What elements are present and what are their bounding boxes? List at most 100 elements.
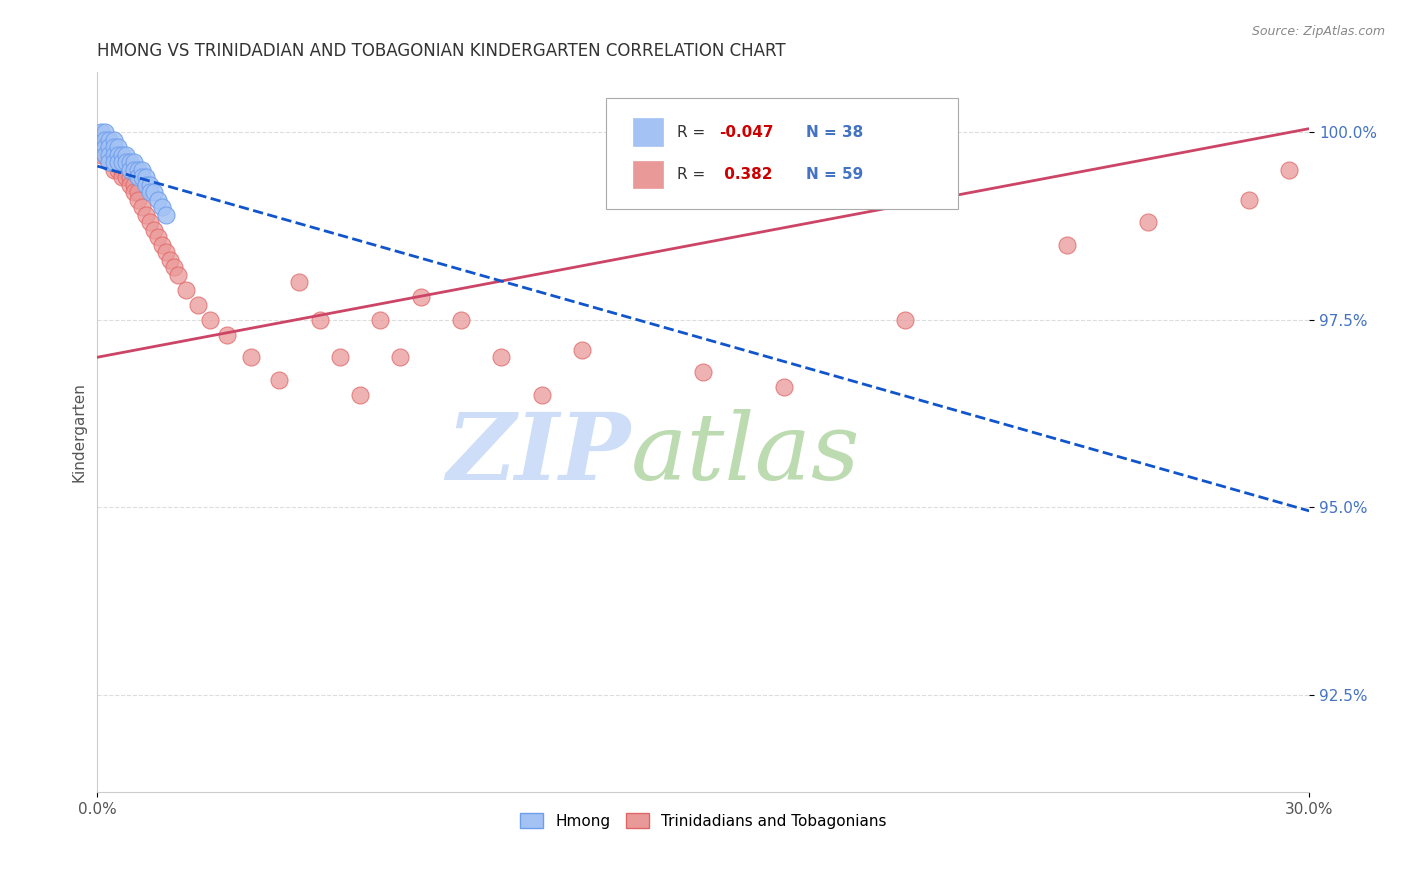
Point bbox=[90, 140, 112, 154]
Point bbox=[200, 312, 222, 326]
Y-axis label: Kindergarten: Kindergarten bbox=[72, 383, 86, 483]
Point bbox=[98, 140, 121, 154]
Point bbox=[155, 245, 177, 260]
Point bbox=[98, 148, 121, 162]
Point bbox=[127, 170, 149, 185]
Point bbox=[135, 170, 157, 185]
Point bbox=[692, 365, 714, 379]
Point bbox=[1136, 215, 1159, 229]
Point bbox=[131, 200, 153, 214]
Text: ZIP: ZIP bbox=[446, 409, 630, 499]
Point bbox=[146, 193, 169, 207]
Point bbox=[773, 380, 796, 394]
Point bbox=[90, 148, 112, 162]
Point bbox=[329, 350, 352, 364]
Point bbox=[1278, 162, 1301, 177]
Point bbox=[90, 125, 112, 139]
Point bbox=[530, 388, 553, 402]
Point bbox=[409, 290, 432, 304]
Point bbox=[107, 155, 129, 169]
Point bbox=[894, 312, 917, 326]
Bar bbox=[633, 161, 664, 188]
Point bbox=[90, 133, 112, 147]
FancyBboxPatch shape bbox=[606, 97, 957, 209]
Point bbox=[1237, 193, 1260, 207]
Point bbox=[110, 155, 132, 169]
Point bbox=[114, 170, 136, 185]
Point bbox=[94, 140, 117, 154]
Point bbox=[571, 343, 593, 357]
Point bbox=[118, 170, 141, 185]
Point bbox=[135, 208, 157, 222]
Point bbox=[131, 170, 153, 185]
Point bbox=[155, 208, 177, 222]
Text: N = 38: N = 38 bbox=[806, 125, 863, 139]
Point bbox=[139, 178, 162, 192]
Point bbox=[94, 140, 117, 154]
Point bbox=[103, 140, 125, 154]
Point bbox=[349, 388, 371, 402]
Point bbox=[90, 140, 112, 154]
Point bbox=[1056, 237, 1078, 252]
Point bbox=[131, 162, 153, 177]
Point bbox=[127, 193, 149, 207]
Point bbox=[288, 275, 311, 289]
Point bbox=[103, 148, 125, 162]
Point bbox=[107, 148, 129, 162]
Point bbox=[163, 260, 186, 275]
Point bbox=[110, 155, 132, 169]
Point bbox=[98, 155, 121, 169]
Text: atlas: atlas bbox=[630, 409, 860, 499]
Point bbox=[122, 186, 145, 200]
Point bbox=[103, 133, 125, 147]
Point bbox=[122, 162, 145, 177]
Point bbox=[118, 155, 141, 169]
Point bbox=[174, 283, 197, 297]
Point bbox=[94, 125, 117, 139]
Text: R =: R = bbox=[676, 125, 710, 139]
Point bbox=[114, 148, 136, 162]
Point bbox=[142, 223, 165, 237]
Point bbox=[94, 148, 117, 162]
Point bbox=[107, 148, 129, 162]
Text: N = 59: N = 59 bbox=[806, 167, 863, 182]
Point bbox=[114, 162, 136, 177]
Point bbox=[94, 148, 117, 162]
Point bbox=[103, 155, 125, 169]
Point bbox=[127, 186, 149, 200]
Point bbox=[308, 312, 330, 326]
Point bbox=[122, 155, 145, 169]
Point bbox=[107, 155, 129, 169]
Point bbox=[139, 186, 162, 200]
Point bbox=[150, 200, 173, 214]
Text: R =: R = bbox=[676, 167, 710, 182]
Point bbox=[98, 148, 121, 162]
Point bbox=[98, 133, 121, 147]
Point bbox=[98, 140, 121, 154]
Point bbox=[450, 312, 472, 326]
Point bbox=[94, 133, 117, 147]
Point bbox=[215, 327, 238, 342]
Point bbox=[103, 155, 125, 169]
Bar bbox=[633, 119, 664, 145]
Point bbox=[142, 186, 165, 200]
Point bbox=[159, 252, 181, 267]
Point bbox=[150, 237, 173, 252]
Point bbox=[110, 162, 132, 177]
Point bbox=[107, 140, 129, 154]
Point bbox=[118, 162, 141, 177]
Point bbox=[135, 178, 157, 192]
Point bbox=[187, 298, 209, 312]
Legend: Hmong, Trinidadians and Tobagonians: Hmong, Trinidadians and Tobagonians bbox=[515, 806, 893, 835]
Point bbox=[167, 268, 190, 282]
Point bbox=[269, 373, 291, 387]
Point bbox=[122, 178, 145, 192]
Point bbox=[146, 230, 169, 244]
Point bbox=[103, 148, 125, 162]
Point bbox=[239, 350, 262, 364]
Point bbox=[107, 162, 129, 177]
Point bbox=[139, 215, 162, 229]
Point bbox=[114, 155, 136, 169]
Point bbox=[110, 170, 132, 185]
Point bbox=[118, 178, 141, 192]
